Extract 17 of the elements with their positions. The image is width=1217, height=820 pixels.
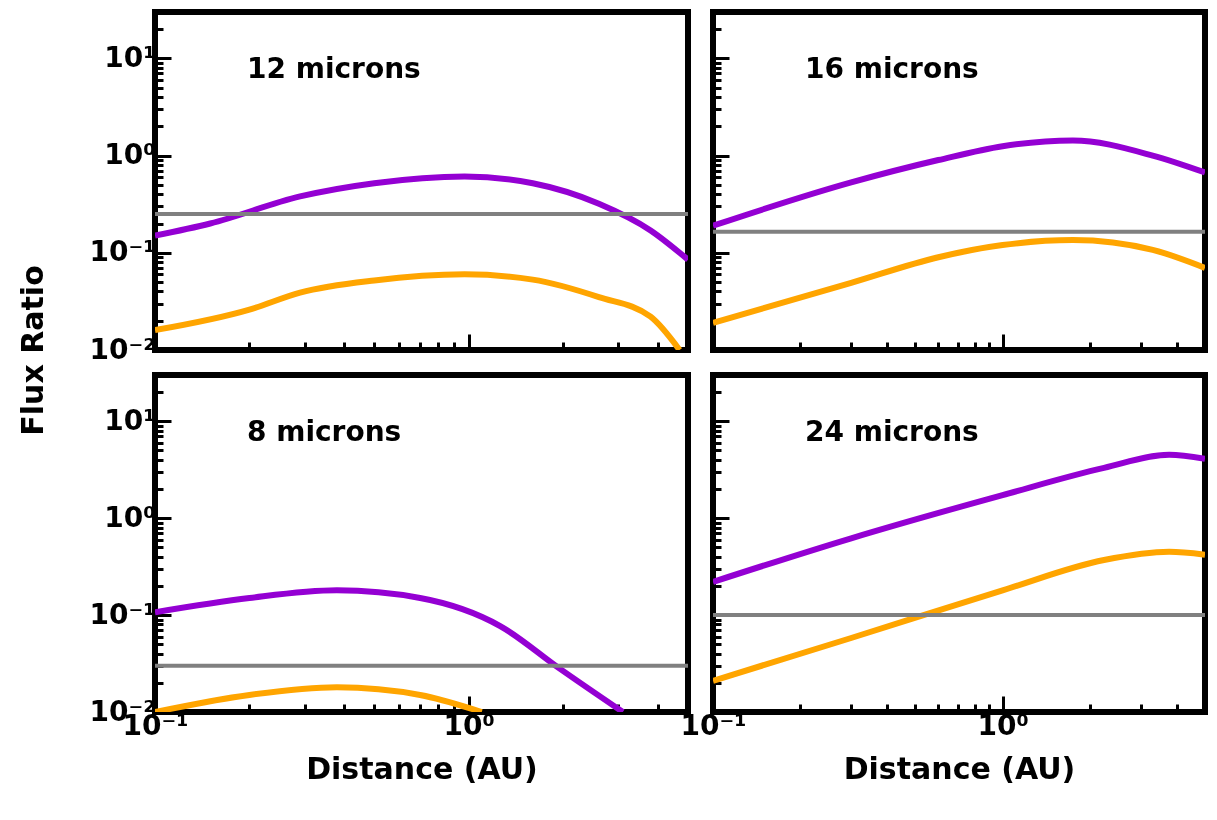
y-tick-label: 10⁻¹ (89, 235, 156, 269)
y-tick-label: 10¹ (104, 403, 156, 437)
annotation: 8 microns (247, 415, 402, 448)
y-axis-title: Flux Ratio (14, 265, 50, 436)
y-tick-label: 10⁰ (104, 138, 156, 172)
x-tick-label: 10⁰ (443, 708, 495, 742)
annotation: 16 microns (805, 52, 979, 85)
y-tick-label: 10⁰ (104, 500, 156, 534)
annotation: 24 microns (805, 415, 979, 448)
y-tick-label: 10⁻¹ (89, 597, 156, 631)
x-tick-label: 10⁰ (977, 708, 1029, 742)
annotation: 12 microns (247, 52, 421, 85)
x-axis-title: Distance (AU) (843, 750, 1076, 786)
y-tick-label: 10¹ (104, 40, 156, 74)
y-tick-label: 10⁻² (89, 332, 156, 366)
x-tick-label: 10⁻¹ (680, 708, 747, 742)
x-axis-title: Distance (AU) (306, 750, 538, 786)
